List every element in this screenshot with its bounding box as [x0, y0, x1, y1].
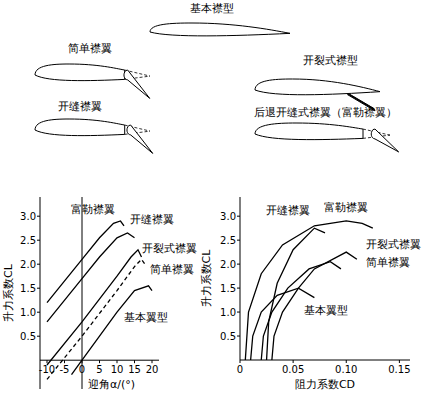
x-tick	[346, 360, 347, 363]
series-line	[47, 221, 124, 303]
y-tick	[237, 336, 240, 337]
y-tick	[237, 312, 240, 313]
x-axis-title: 迎角α/(°)	[88, 378, 135, 391]
series-label: 基本翼型	[124, 311, 168, 324]
y-tick-label: 1.5	[20, 283, 36, 294]
x-tick-label: 20	[146, 364, 159, 375]
y-tick	[237, 264, 240, 265]
airfoil-label: 开裂式襟型	[303, 54, 358, 67]
series-line	[72, 286, 153, 375]
x-tick	[152, 360, 153, 363]
chart: -10 -5 05 10 15 20 0.5 1.0 1.5 2.0 2.5 3.0 迎角α/(°) 升力…	[2, 197, 197, 391]
airfoil-label: 基本襟型	[190, 2, 234, 15]
flap	[124, 70, 150, 98]
y-tick-label: 2.0	[220, 259, 236, 270]
series-label: 开缝襟翼	[266, 204, 310, 217]
y-tick-label: 1.0	[20, 307, 36, 318]
series-line	[245, 221, 373, 360]
y-axis-title: 升力系数CL	[200, 249, 213, 308]
plot-lines	[47, 221, 152, 379]
series-label: 富勒襟翼	[324, 201, 368, 214]
x-tick-label: 15	[128, 364, 141, 375]
airfoil-shape	[255, 79, 380, 95]
series-line	[251, 288, 315, 360]
x-tick-label: 5	[96, 364, 102, 375]
airfoil-label: 简单襟翼	[68, 42, 112, 55]
y-tick	[37, 312, 40, 313]
airfoil	[35, 119, 153, 153]
series-label: 开裂式襟翼	[366, 238, 421, 251]
x-tick-label: 0	[79, 364, 85, 375]
y-tick	[237, 240, 240, 241]
series-label: 富勒襟翼	[71, 203, 115, 216]
series-line	[47, 250, 142, 365]
airfoil	[150, 23, 290, 36]
y-tick	[37, 336, 40, 337]
x-tick	[240, 360, 241, 363]
x-tick	[64, 360, 65, 363]
x-tick-label: 0.10	[335, 364, 357, 375]
x-axis-title: 阻力系数CD	[295, 378, 355, 391]
x-tick	[99, 360, 100, 363]
x-tick	[293, 360, 294, 363]
y-tick-label: 3.0	[220, 211, 236, 222]
y-tick	[237, 288, 240, 289]
airfoil	[35, 64, 150, 98]
x-tick-label: 0	[237, 364, 243, 375]
y-tick	[37, 240, 40, 241]
y-tick-label: 1.5	[220, 283, 236, 294]
y-axis-title: 升力系数CL	[2, 263, 15, 322]
y-tick-label: 2.0	[20, 259, 36, 270]
airfoil	[255, 123, 399, 152]
series-label: 基本翼型	[304, 304, 348, 317]
x-tick	[134, 360, 135, 363]
y-tick	[37, 288, 40, 289]
series-line	[267, 228, 325, 360]
y-tick-label: 3.0	[20, 211, 36, 222]
airfoil-shape	[35, 64, 125, 81]
y-tick-label: 0.5	[20, 331, 36, 342]
y-tick-label: 2.5	[220, 235, 236, 246]
series-label: 开缝襟翼	[130, 213, 174, 226]
airfoil-label: 开缝襟翼	[58, 100, 102, 113]
airfoil-label: 后退开缝式襟翼（富勒襟翼）	[254, 106, 397, 119]
x-tick	[47, 360, 48, 363]
y-tick-label: 0.5	[220, 331, 236, 342]
series-label: 简单襟翼	[150, 263, 194, 276]
y-tick	[237, 216, 240, 217]
flap	[371, 129, 398, 152]
series-line	[47, 233, 135, 322]
series-line	[272, 252, 357, 360]
x-tick-label: 10	[111, 364, 124, 375]
y-tick	[37, 216, 40, 217]
x-tick	[399, 360, 400, 363]
figure: 基本襟型简单襟翼开裂式襟型开缝襟翼后退开缝式襟翼（富勒襟翼）-10-505101…	[0, 0, 428, 396]
airfoil-shape	[255, 123, 363, 140]
x-axis	[240, 360, 410, 361]
y-tick-label: 1.0	[220, 307, 236, 318]
x-tick	[117, 360, 118, 363]
airfoil-shape	[35, 119, 125, 136]
series-label: 简单襟翼	[366, 256, 410, 269]
y-tick	[37, 264, 40, 265]
background	[0, 0, 428, 396]
x-tick-label: 0.05	[282, 364, 304, 375]
x-tick-label: 0.15	[388, 364, 410, 375]
flap	[127, 125, 153, 153]
series-label: 开裂式襟翼	[142, 242, 197, 255]
airfoil-diagrams: 基本襟型简单襟翼开裂式襟型开缝襟翼 后退开缝式襟翼（富勒襟翼）	[35, 2, 399, 153]
airfoil-shape	[150, 23, 290, 36]
y-tick-label: 2.5	[20, 235, 36, 246]
x-tick-label: -5	[60, 364, 70, 375]
chart: 0 0.05 0.10 0.15 0.5 1.0 1.5 2.0 2.5 3.0 阻力系数CD 升力系…	[200, 197, 421, 391]
x-tick-label: -10	[39, 364, 55, 375]
plot-lines	[245, 221, 373, 360]
